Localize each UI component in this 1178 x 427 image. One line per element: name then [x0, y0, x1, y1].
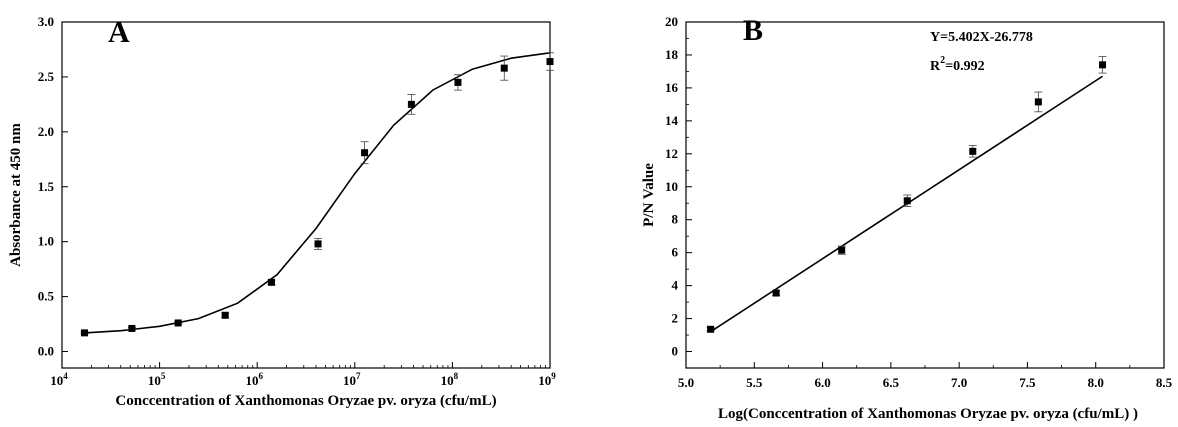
chart-b-data-point	[1099, 61, 1107, 69]
chart-a-data-point	[267, 278, 275, 286]
chart-b-data-point	[1034, 98, 1042, 106]
chart-a-x-tick-label: 106	[245, 371, 263, 388]
chart-b-y-tick-label: 2	[672, 311, 679, 326]
chart-b-y-tick-label: 14	[665, 113, 679, 128]
chart-b-r2-value: =0.992	[945, 59, 984, 74]
chart-a-x-tick-label: 107	[343, 371, 361, 388]
chart-a-y-tick-label: 0.0	[38, 344, 54, 359]
chart-b-points	[706, 56, 1107, 333]
chart-a-data-point	[128, 324, 136, 332]
chart-a-plot-frame	[61, 21, 551, 369]
chart-b-x-tick-label: 7.5	[1019, 375, 1036, 390]
chart-a-x-tick-label: 105	[148, 371, 166, 388]
chart-a-data-point	[361, 149, 369, 157]
chart-b-y-tick-label: 16	[665, 80, 679, 95]
chart-a-y-tick-label: 1.5	[38, 179, 55, 194]
chart-b-x-tick-label: 6.0	[814, 375, 830, 390]
chart-a-x-tick-label: 108	[441, 371, 459, 388]
chart-b-x-axis-title: Log(Conccentration of Xanthomonas Oryzae…	[718, 406, 1138, 422]
chart-a-points	[80, 52, 554, 337]
chart-b-y-tick-label: 10	[665, 179, 678, 194]
chart-b-y-tick-label: 6	[672, 245, 679, 260]
chart-a-y-axis-title: Absorbance at 450 nm	[8, 123, 24, 267]
chart-b-x-tick-label: 5.0	[678, 375, 694, 390]
chart-b-y-tick-label: 4	[672, 278, 679, 293]
chart-a-data-point	[174, 319, 182, 327]
chart-a-x-tick-label: 104	[50, 371, 68, 388]
chart-a-data-point	[80, 329, 88, 337]
chart-a-data-point	[407, 100, 415, 108]
chart-b-x-tick-label: 6.5	[883, 375, 900, 390]
chart-b-x-tick-label: 7.0	[951, 375, 967, 390]
chart-b: B Y=5.402X-26.778 R2=0.992 Log(Conccentr…	[641, 14, 1173, 422]
chart-b-data-point	[903, 197, 911, 205]
chart-b-axes: 5.0 5.5 6.0 6.5 7.0 7.5 8.0 8.5 0 2 4 6 8 10 12 14 16 18 2…	[665, 14, 1173, 390]
chart-b-r2-prefix: R	[930, 59, 941, 74]
chart-a-fit-path	[84, 52, 551, 334]
chart-b-y-tick-label: 12	[665, 146, 678, 161]
chart-a-x-axis-title: Conccentration of Xanthomonas Oryzae pv.…	[115, 393, 496, 409]
chart-a-x-tick-label: 109	[538, 371, 556, 388]
chart-b-y-tick-label: 18	[665, 47, 679, 62]
chart-b-panel-label: B	[743, 14, 763, 47]
chart-a-data-point	[546, 58, 554, 66]
chart-b-data-point	[969, 147, 977, 155]
chart-b-data-point	[838, 246, 846, 254]
chart-a-y-tick-label: 2.0	[38, 124, 54, 139]
chart-a-y-tick-label: 2.5	[38, 69, 55, 84]
chart-a-y-tick-label: 3.0	[38, 14, 54, 29]
chart-b-plot-frame	[685, 21, 1165, 369]
chart-a-y-tick-label: 0.5	[38, 289, 55, 304]
chart-a-axes: 104 105 106 107 108 109 0.0 0.5 1.0 1.5 2.0 2.5 3.0	[38, 14, 557, 388]
chart-b-r-squared: R2=0.992	[930, 55, 985, 74]
chart-b-x-tick-label: 5.5	[746, 375, 763, 390]
chart-a-fit-curve	[84, 52, 551, 334]
chart-b-data-point	[772, 289, 780, 297]
chart-b-x-tick-label: 8.5	[1156, 375, 1173, 390]
chart-a: A Conccentration of Xanthomonas Oryzae p…	[8, 14, 556, 409]
chart-b-y-tick-label: 20	[665, 14, 678, 29]
chart-b-r2-superscript: 2	[940, 55, 945, 66]
chart-a-data-point	[221, 311, 229, 319]
chart-a-data-point	[454, 78, 462, 86]
chart-a-panel-label: A	[108, 16, 130, 49]
chart-b-y-axis-title: P/N Value	[641, 163, 657, 227]
chart-b-y-tick-label: 0	[672, 344, 679, 359]
chart-a-data-point	[314, 240, 322, 248]
chart-b-x-tick-label: 8.0	[1088, 375, 1104, 390]
chart-b-equation: Y=5.402X-26.778	[930, 30, 1033, 45]
chart-a-data-point	[500, 64, 508, 72]
chart-a-y-tick-label: 1.0	[38, 234, 54, 249]
chart-b-y-tick-label: 8	[672, 212, 679, 227]
chart-b-data-point	[707, 325, 715, 333]
